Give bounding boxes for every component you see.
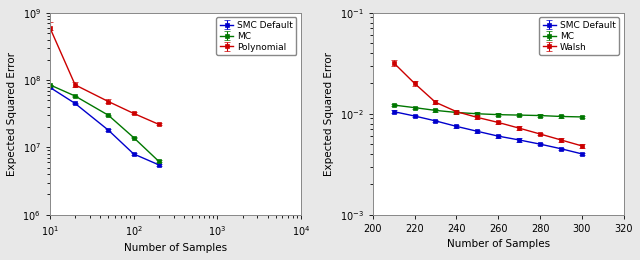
Legend: SMC Default, MC, Polynomial: SMC Default, MC, Polynomial (216, 17, 296, 55)
Legend: SMC Default, MC, Walsh: SMC Default, MC, Walsh (539, 17, 620, 55)
Y-axis label: Expected Squared Error: Expected Squared Error (7, 52, 17, 176)
X-axis label: Number of Samples: Number of Samples (447, 239, 550, 249)
X-axis label: Number of Samples: Number of Samples (124, 243, 227, 253)
Y-axis label: Expected Squared Error: Expected Squared Error (324, 52, 334, 176)
